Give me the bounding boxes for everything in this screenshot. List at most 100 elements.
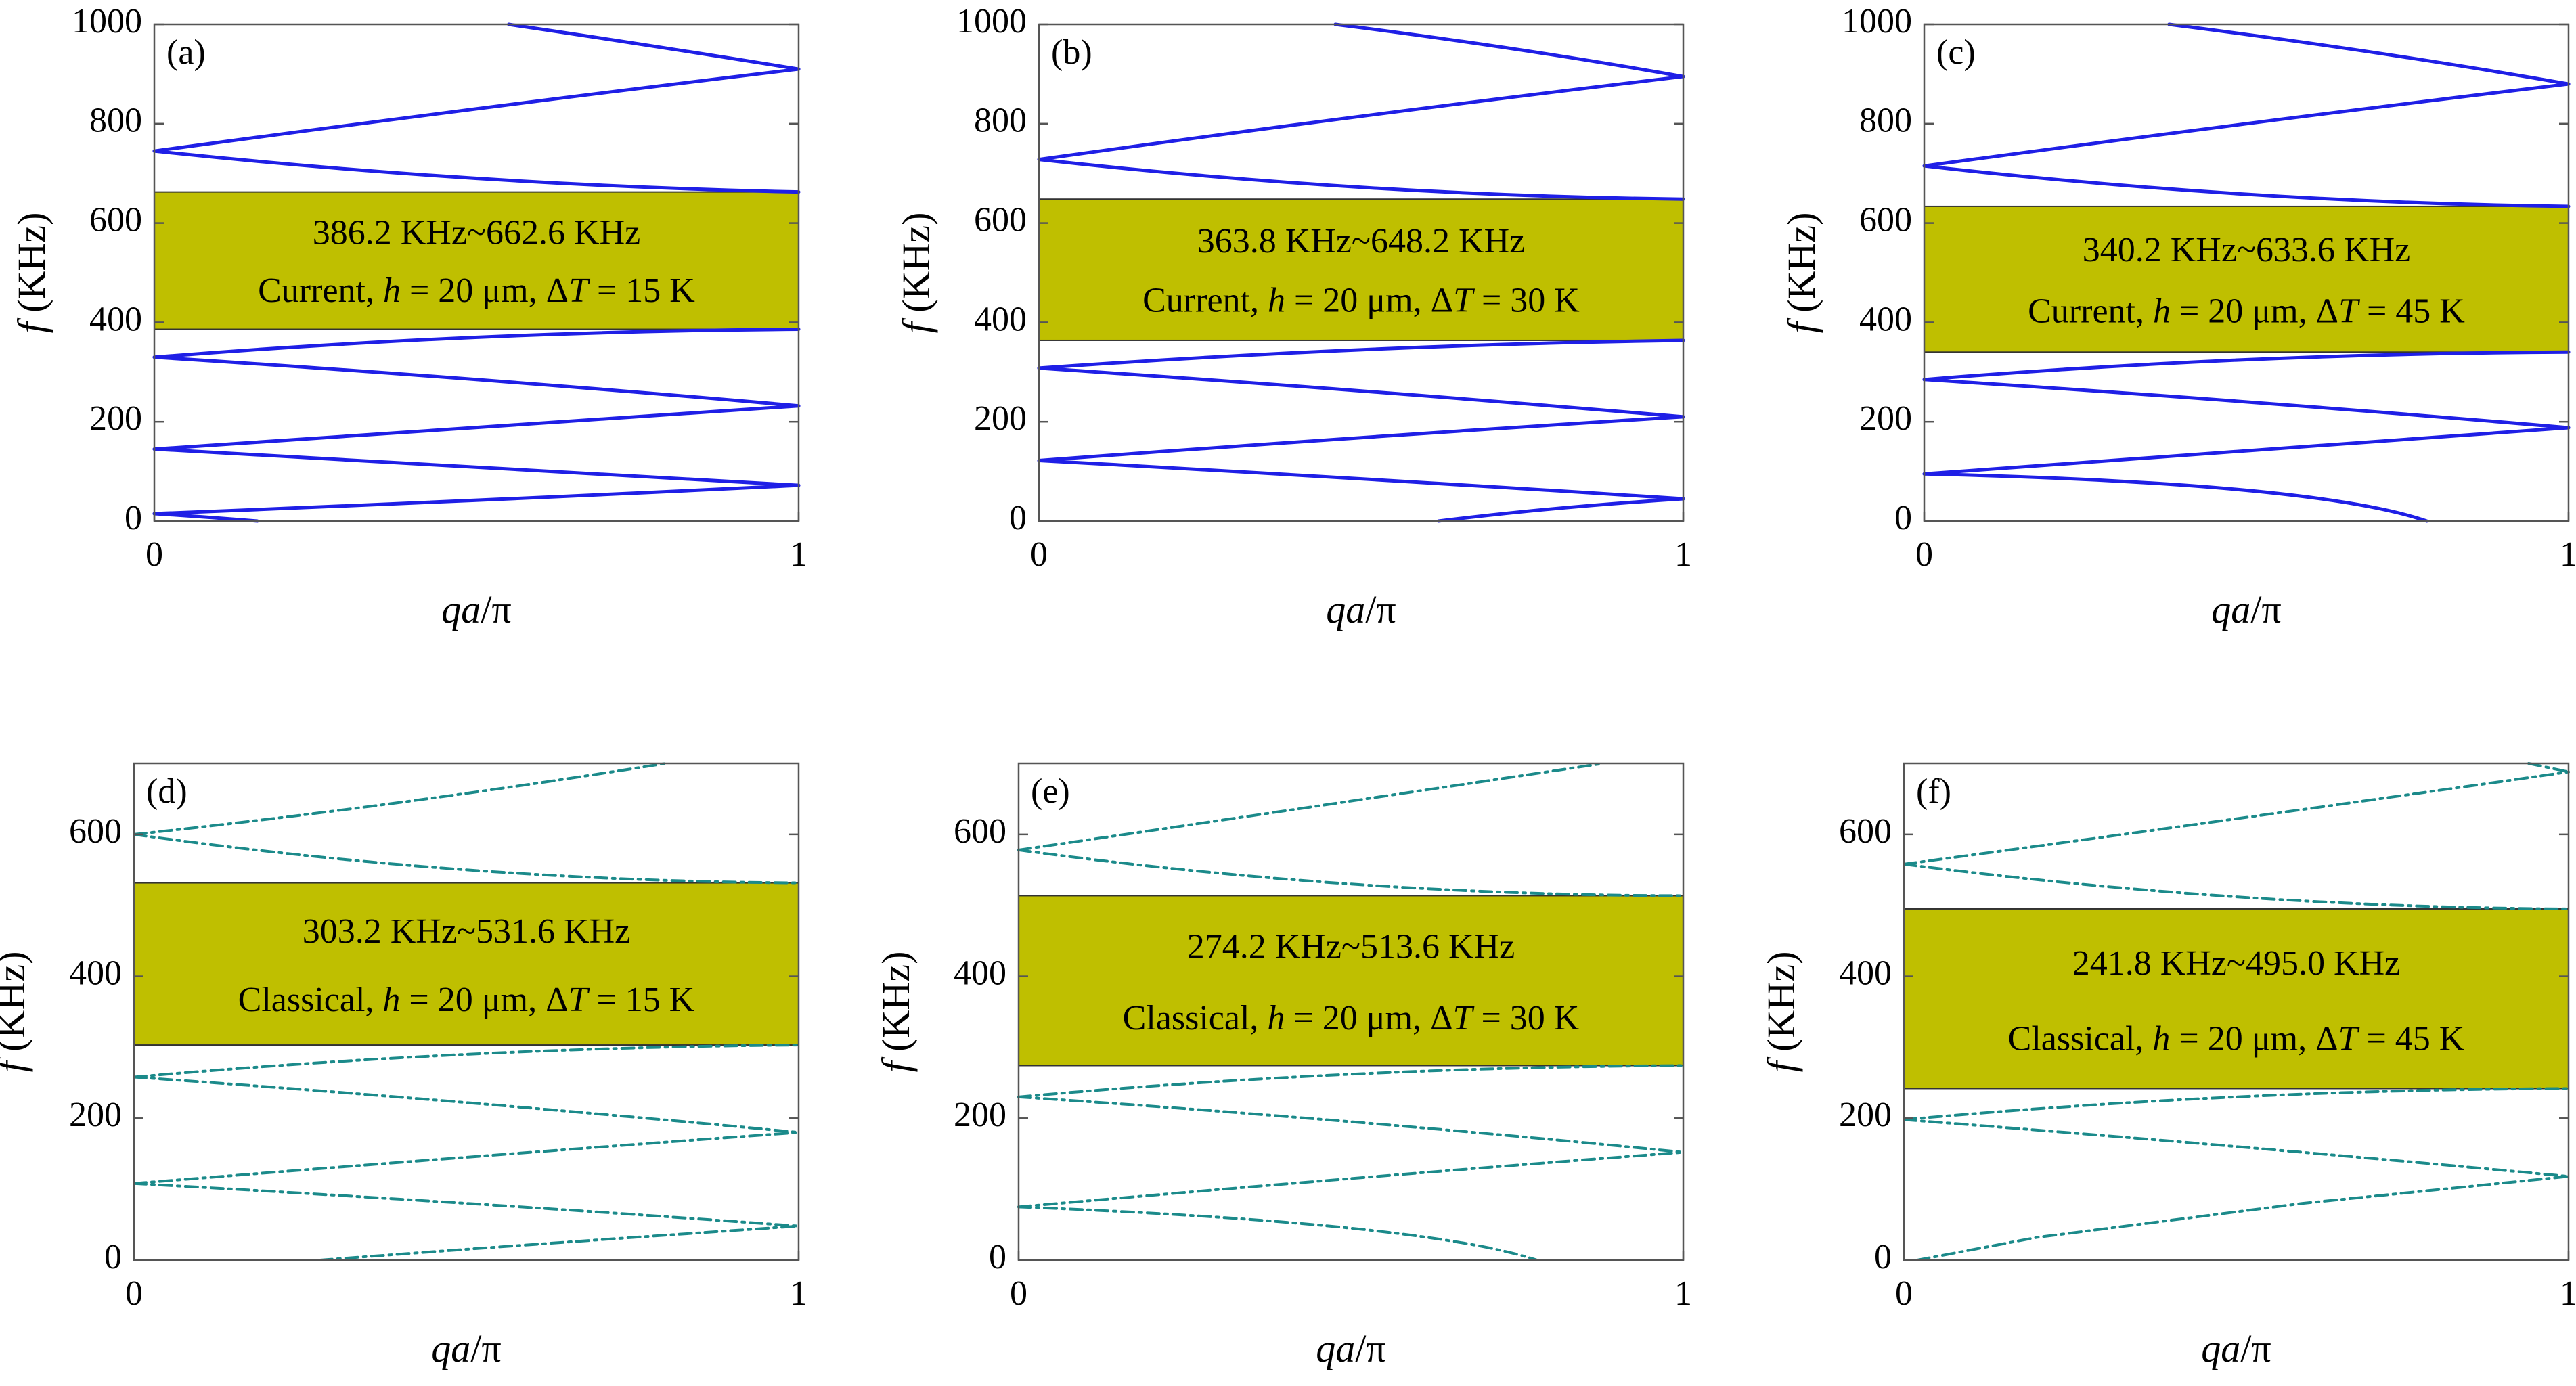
x-tick-label: 0 [1030,535,1048,574]
dispersion-curve-7 [1037,74,1685,162]
x-axis-label: qa/π [1316,1326,1385,1370]
x-tick-label: 0 [1895,1274,1913,1313]
dispersion-curve-3 [1017,1095,1685,1154]
y-tick-label: 1000 [956,2,1027,41]
y-tick-label: 600 [974,201,1027,240]
band-range-label: 303.2 KHz~531.6 KHz [303,912,631,951]
y-tick-label: 800 [89,102,142,140]
panel-b: 363.8 KHz~648.2 KHz Current, h = 20 μm, Δ… [894,2,1692,631]
dispersion-curve-2 [152,483,801,516]
dispersion-curve-1 [1436,497,1685,523]
band-range-label: 274.2 KHz~513.6 KHz [1187,928,1515,966]
y-tick-label: 1000 [72,2,142,41]
axes-frame [1038,23,1685,522]
band-condition-label: Classical, h = 20 μm, ΔT = 15 K [238,981,695,1019]
y-tick-label: 0 [1874,1238,1892,1276]
x-tick-label: 0 [146,535,163,574]
x-tick-label: 1 [790,1274,807,1313]
dispersion-curve-3 [1037,415,1685,462]
y-tick-label: 200 [954,1096,1006,1134]
y-tick-label: 400 [89,300,142,338]
band-condition-label: Classical, h = 20 μm, ΔT = 30 K [1123,999,1580,1037]
axes-frame [1923,23,2570,522]
band-gap-rect [1903,908,2569,1090]
dispersion-curve-5 [1037,338,1685,370]
band-range-label: 340.2 KHz~633.6 KHz [2083,231,2411,269]
band-gap-rect [133,882,799,1046]
dispersion-curve-1 [318,1224,800,1261]
dispersion-curve-4 [133,1075,800,1134]
y-tick-label: 0 [989,1238,1006,1276]
dispersion-curve-6 [1037,158,1685,201]
band-range-label: 241.8 KHz~495.0 KHz [2072,944,2401,983]
dispersion-curve-3 [133,1131,800,1185]
dispersion-curve-1 [1922,472,2429,523]
panel-f: 241.8 KHz~495.0 KHz Classical, h = 20 μm,… [1759,762,2576,1370]
y-tick-label: 0 [104,1238,122,1276]
band-gap-rect [1924,205,2569,353]
dispersion-curve-5 [1903,770,2570,866]
y-tick-label: 600 [69,812,122,851]
y-tick-label: 1000 [1842,2,1912,41]
dispersion-curve-2 [1017,1150,1685,1209]
y-axis-label: f (KHz) [1759,952,1803,1073]
band-condition-label: Current, h = 20 μm, ΔT = 15 K [258,271,695,310]
dispersion-curve-4 [1037,366,1685,419]
dispersion-curve-4 [1017,1064,1685,1098]
panel-tag: (d) [146,772,187,811]
axes-frame [1017,762,1685,1261]
y-tick-label: 200 [1859,399,1912,438]
x-tick-label: 1 [2560,1274,2576,1313]
y-axis-label: f (KHz) [894,213,938,334]
dispersion-curve-8 [1333,22,1685,79]
dispersion-curve-2 [1903,1118,2570,1178]
y-tick-label: 400 [974,300,1027,338]
y-axis-label: f (KHz) [1779,213,1823,334]
panel-c: 340.2 KHz~633.6 KHz Current, h = 20 μm, Δ… [1779,2,2576,631]
dispersion-curve-3 [152,447,801,487]
x-axis-label: qa/π [2211,587,2281,631]
x-tick-label: 1 [2560,535,2576,574]
band-gap-rect [154,191,799,330]
dispersion-curve-3 [1903,1087,2570,1121]
y-tick-label: 200 [1839,1096,1892,1134]
y-tick-label: 0 [1894,499,1912,537]
y-tick-label: 600 [1859,201,1912,240]
x-axis-label: qa/π [2201,1326,2271,1370]
x-axis-label: qa/π [1326,587,1396,631]
dispersion-curve-5 [152,355,801,408]
dispersion-curve-6 [1017,762,1605,851]
band-condition-label: Classical, h = 20 μm, ΔT = 45 K [2008,1019,2465,1058]
panel-d: 303.2 KHz~531.6 KHz Classical, h = 20 μm,… [0,762,807,1370]
axes-frame [133,762,800,1261]
band-condition-label: Current, h = 20 μm, ΔT = 30 K [1142,282,1580,320]
dispersion-curve-2 [1037,458,1685,501]
x-tick-label: 0 [1010,1274,1027,1313]
dispersion-curve-6 [133,832,800,885]
y-tick-label: 800 [974,102,1027,140]
dispersion-curve-3 [1922,378,2571,430]
dispersion-curve-1 [1915,1175,2570,1261]
dispersion-curve-7 [2167,22,2571,86]
y-tick-label: 600 [1839,812,1892,851]
y-tick-label: 200 [69,1096,122,1134]
y-tick-label: 800 [1859,102,1912,140]
y-tick-label: 200 [974,399,1027,438]
x-tick-label: 1 [1674,535,1692,574]
y-axis-label: f (KHz) [874,952,918,1073]
y-tick-label: 600 [89,201,142,240]
y-tick-label: 400 [69,954,122,993]
panel-tag: (a) [166,33,206,72]
x-tick-label: 1 [790,535,807,574]
x-axis-label: qa/π [431,1326,501,1370]
y-tick-label: 400 [1839,954,1892,993]
dispersion-curve-2 [1922,426,2571,476]
panel-tag: (e) [1031,772,1070,811]
band-gap-rect [1018,895,1684,1067]
y-tick-label: 0 [125,499,142,537]
y-tick-label: 400 [1859,300,1912,338]
panel-e: 274.2 KHz~513.6 KHz Classical, h = 20 μm,… [874,762,1692,1370]
y-axis-label: f (KHz) [9,213,53,334]
dispersion-curve-4 [1922,350,2571,382]
